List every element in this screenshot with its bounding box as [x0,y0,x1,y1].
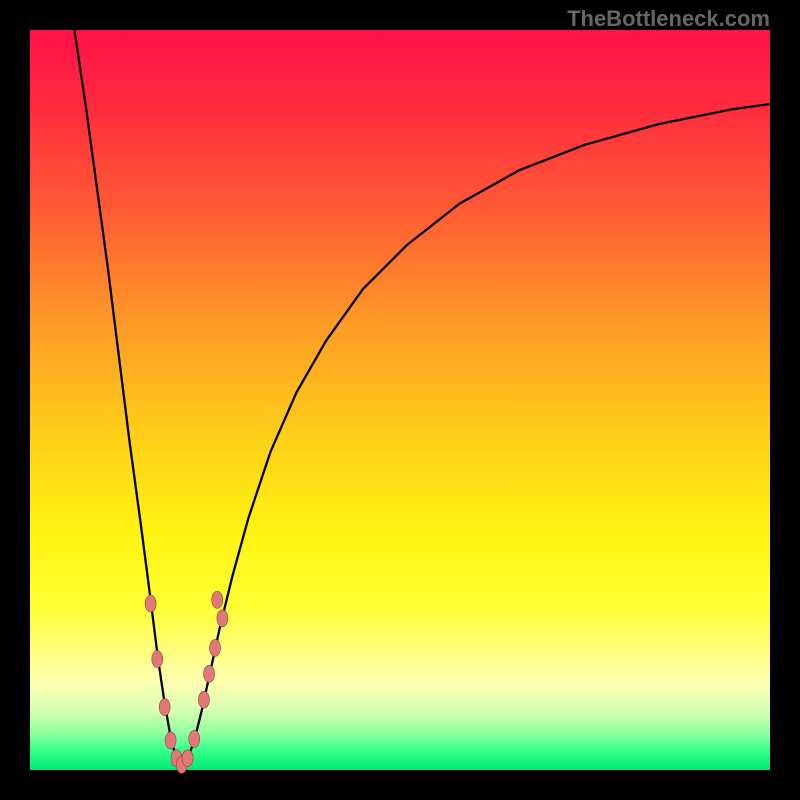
data-marker [189,730,200,747]
data-marker [159,699,170,716]
data-marker [217,610,228,627]
data-marker [198,691,209,708]
bottleneck-curve [74,30,770,766]
chart-container: TheBottleneck.com [0,0,800,800]
data-marker [152,651,163,668]
data-marker [182,750,193,767]
data-marker [145,595,156,612]
data-marker [204,665,215,682]
watermark-text: TheBottleneck.com [567,6,770,32]
marker-group [145,591,228,773]
data-marker [165,732,176,749]
data-marker [212,591,223,608]
chart-svg [30,30,770,770]
plot-area [30,30,770,770]
data-marker [210,639,221,656]
